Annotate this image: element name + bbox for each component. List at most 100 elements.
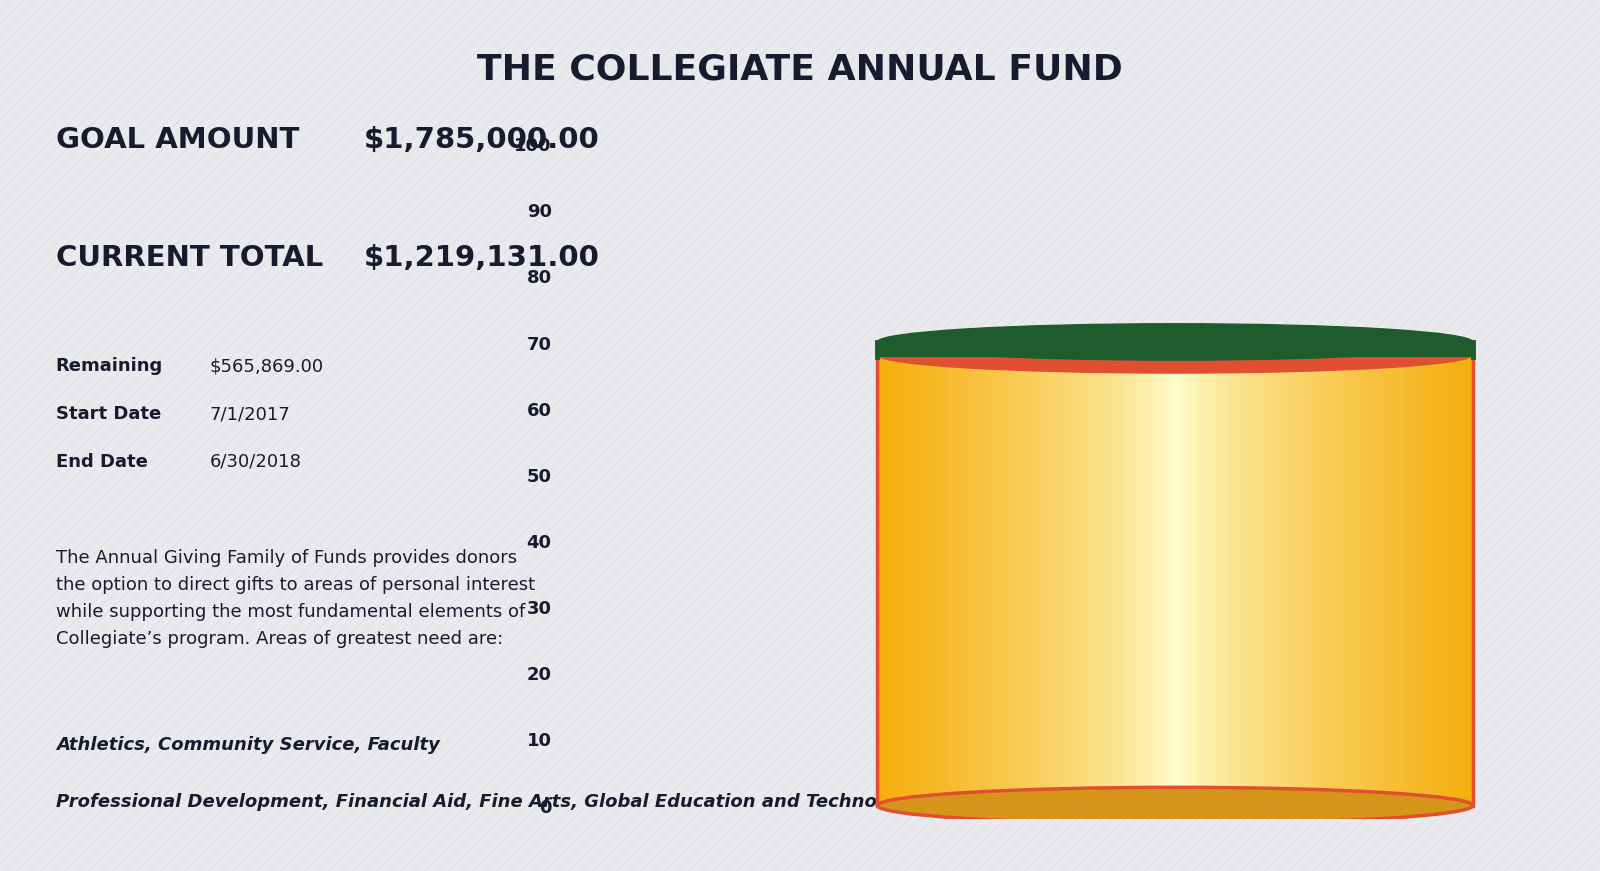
Polygon shape <box>1232 354 1235 806</box>
Polygon shape <box>1306 354 1307 806</box>
Polygon shape <box>1357 354 1360 806</box>
Polygon shape <box>904 354 906 806</box>
Polygon shape <box>1045 354 1046 806</box>
Polygon shape <box>1378 354 1379 806</box>
Polygon shape <box>1253 354 1254 806</box>
Polygon shape <box>906 354 907 806</box>
Polygon shape <box>1229 354 1230 806</box>
Polygon shape <box>974 354 976 806</box>
Text: End Date: End Date <box>56 453 147 471</box>
Polygon shape <box>1005 354 1006 806</box>
Polygon shape <box>1419 354 1421 806</box>
Polygon shape <box>1062 354 1064 806</box>
Polygon shape <box>1219 354 1221 806</box>
Polygon shape <box>1334 354 1336 806</box>
Polygon shape <box>1429 354 1430 806</box>
Polygon shape <box>1032 354 1034 806</box>
Polygon shape <box>1214 354 1216 806</box>
Polygon shape <box>1141 354 1144 806</box>
Polygon shape <box>1147 354 1149 806</box>
Polygon shape <box>1384 354 1386 806</box>
Polygon shape <box>1138 354 1139 806</box>
Polygon shape <box>926 354 930 806</box>
Polygon shape <box>1213 354 1214 806</box>
Polygon shape <box>1114 354 1115 806</box>
Polygon shape <box>1154 354 1155 806</box>
Polygon shape <box>1102 354 1104 806</box>
Polygon shape <box>1304 354 1306 806</box>
Polygon shape <box>1112 354 1114 806</box>
Polygon shape <box>1128 354 1130 806</box>
Polygon shape <box>1074 354 1075 806</box>
Polygon shape <box>1194 354 1195 806</box>
Polygon shape <box>981 354 982 806</box>
Text: $565,869.00: $565,869.00 <box>210 357 323 375</box>
Polygon shape <box>930 354 931 806</box>
Polygon shape <box>1445 354 1446 806</box>
Polygon shape <box>1094 354 1096 806</box>
Polygon shape <box>1146 354 1147 806</box>
Polygon shape <box>1389 354 1392 806</box>
Polygon shape <box>882 354 883 806</box>
Polygon shape <box>954 354 955 806</box>
Polygon shape <box>946 354 947 806</box>
Polygon shape <box>901 354 904 806</box>
Polygon shape <box>1016 354 1018 806</box>
Polygon shape <box>1462 354 1464 806</box>
Polygon shape <box>1262 354 1264 806</box>
Polygon shape <box>1050 354 1053 806</box>
Polygon shape <box>1307 354 1310 806</box>
Polygon shape <box>1245 354 1246 806</box>
Polygon shape <box>1067 354 1070 806</box>
Polygon shape <box>1098 354 1099 806</box>
Polygon shape <box>891 354 893 806</box>
Polygon shape <box>1331 354 1334 806</box>
Polygon shape <box>1123 354 1125 806</box>
Text: $1,785,000.00: $1,785,000.00 <box>363 126 600 154</box>
Polygon shape <box>1418 354 1419 806</box>
Polygon shape <box>949 354 950 806</box>
Polygon shape <box>1197 354 1198 806</box>
Polygon shape <box>1410 354 1411 806</box>
Polygon shape <box>877 354 880 806</box>
Polygon shape <box>918 354 922 806</box>
Polygon shape <box>1403 354 1405 806</box>
Text: THE COLLEGIATE ANNUAL FUND: THE COLLEGIATE ANNUAL FUND <box>477 52 1123 86</box>
Polygon shape <box>1133 354 1136 806</box>
Polygon shape <box>1082 354 1083 806</box>
Polygon shape <box>995 354 997 806</box>
Polygon shape <box>1165 354 1166 806</box>
Polygon shape <box>955 354 957 806</box>
Polygon shape <box>1426 354 1427 806</box>
Polygon shape <box>1386 354 1387 806</box>
Polygon shape <box>1187 354 1189 806</box>
Polygon shape <box>1208 354 1211 806</box>
Polygon shape <box>938 354 939 806</box>
Polygon shape <box>1130 354 1131 806</box>
Polygon shape <box>1451 354 1453 806</box>
Polygon shape <box>934 354 938 806</box>
Polygon shape <box>1352 354 1354 806</box>
Polygon shape <box>971 354 973 806</box>
Polygon shape <box>1294 354 1296 806</box>
Polygon shape <box>1117 354 1120 806</box>
Polygon shape <box>1360 354 1362 806</box>
Polygon shape <box>989 354 990 806</box>
Polygon shape <box>1421 354 1422 806</box>
Polygon shape <box>1072 354 1074 806</box>
Polygon shape <box>1422 354 1426 806</box>
Polygon shape <box>966 354 968 806</box>
Polygon shape <box>1240 354 1243 806</box>
Polygon shape <box>880 354 882 806</box>
Polygon shape <box>984 354 987 806</box>
Polygon shape <box>1222 354 1224 806</box>
Polygon shape <box>992 354 995 806</box>
Polygon shape <box>1026 354 1029 806</box>
Polygon shape <box>883 354 885 806</box>
Polygon shape <box>1365 354 1368 806</box>
Polygon shape <box>1096 354 1098 806</box>
Polygon shape <box>968 354 971 806</box>
Polygon shape <box>960 354 963 806</box>
Polygon shape <box>1270 354 1272 806</box>
Polygon shape <box>1022 354 1024 806</box>
